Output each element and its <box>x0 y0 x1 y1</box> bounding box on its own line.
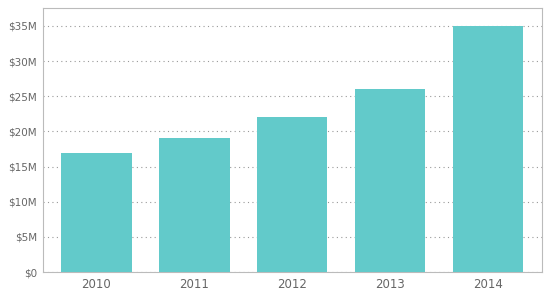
Bar <box>355 89 425 272</box>
Bar <box>61 152 131 272</box>
Bar <box>453 26 523 272</box>
Bar <box>257 118 327 272</box>
Bar <box>159 138 229 272</box>
